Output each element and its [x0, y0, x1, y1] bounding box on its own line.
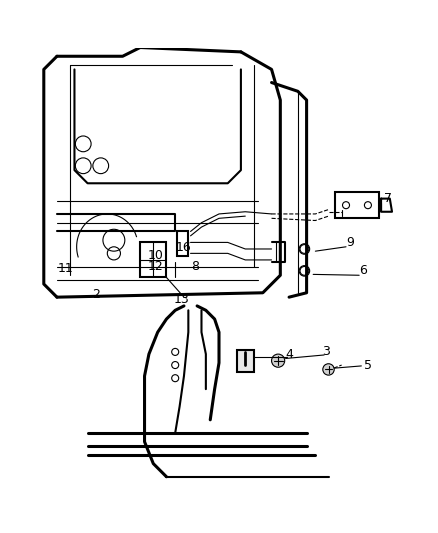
Text: 12: 12 [148, 260, 163, 273]
Text: 5: 5 [364, 359, 372, 372]
Text: 6: 6 [360, 264, 367, 277]
Text: 16: 16 [176, 241, 192, 254]
Text: 2: 2 [92, 288, 100, 302]
Circle shape [343, 201, 350, 209]
Text: 4: 4 [285, 348, 293, 361]
Circle shape [323, 364, 334, 375]
FancyBboxPatch shape [237, 350, 254, 372]
Text: 3: 3 [322, 345, 330, 358]
Text: 9: 9 [346, 236, 354, 249]
Text: 10: 10 [148, 249, 163, 262]
Text: 11: 11 [58, 262, 74, 275]
Circle shape [272, 354, 285, 367]
Text: 7: 7 [384, 192, 392, 205]
Text: 13: 13 [174, 293, 190, 306]
Text: 8: 8 [191, 260, 199, 273]
Circle shape [364, 201, 371, 209]
